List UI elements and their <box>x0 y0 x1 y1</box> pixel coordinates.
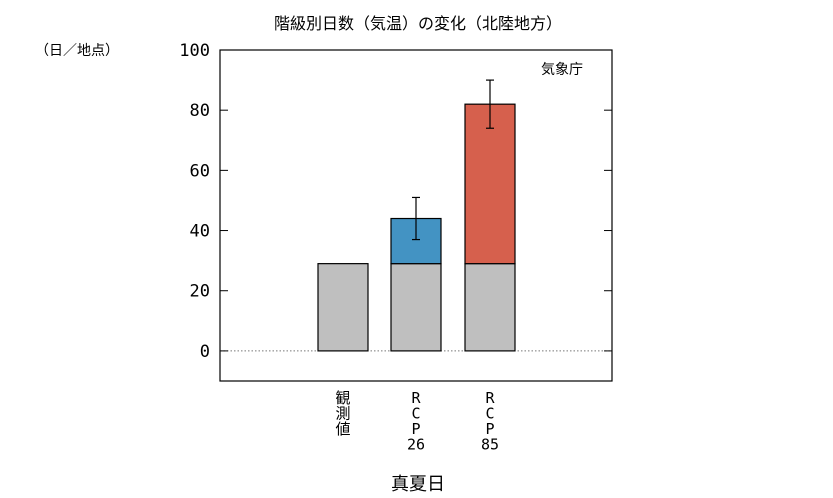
bar-increase-rcp85 <box>464 103 516 265</box>
x-tick-label-obs: 値 <box>335 420 350 438</box>
bar-increase-rcp26 <box>390 217 442 265</box>
source-label: 気象庁 <box>541 62 583 78</box>
x-tick-label-rcp26: P <box>411 420 420 438</box>
bar-base-rcp85 <box>464 263 516 352</box>
plot-frame <box>219 49 613 382</box>
x-tick-label-rcp85: 85 <box>481 436 499 454</box>
x-tick-label-rcp26: 26 <box>407 436 425 454</box>
x-tick-label-rcp85: R <box>485 389 495 407</box>
x-tick-label-rcp85: C <box>485 405 494 423</box>
y-axis-unit-label: （日／地点） <box>35 43 119 59</box>
x-tick-label-obs: 測 <box>335 405 350 423</box>
y-tick-label: 0 <box>200 342 210 362</box>
x-tick-label-rcp26: C <box>411 405 420 423</box>
chart-title: 階級別日数（気温）の変化（北陸地方） <box>274 14 562 33</box>
x-tick-label-rcp26: R <box>411 389 421 407</box>
bar-base-obs <box>317 263 369 352</box>
y-tick-label: 20 <box>190 282 210 302</box>
y-tick-label: 100 <box>179 41 210 61</box>
bar-base-rcp26 <box>390 263 442 352</box>
y-tick-label: 40 <box>190 222 210 242</box>
x-axis-group-label: 真夏日 <box>391 474 445 495</box>
x-tick-label-rcp85: P <box>485 420 494 438</box>
y-tick-label: 60 <box>190 161 210 181</box>
x-tick-label-obs: 観 <box>335 389 350 407</box>
y-tick-label: 80 <box>190 101 210 121</box>
